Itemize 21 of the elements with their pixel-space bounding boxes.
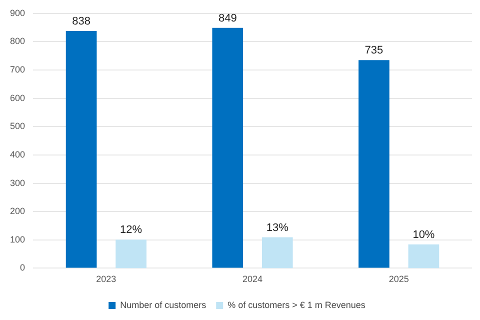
- data-label: 13%: [266, 222, 289, 234]
- x-tick-label: 2025: [388, 274, 409, 284]
- y-tick-label: 700: [10, 64, 26, 75]
- data-label: 849: [218, 12, 237, 24]
- y-tick-label: 300: [10, 178, 26, 188]
- y-tick-label: 800: [10, 36, 26, 46]
- y-tick-label: 500: [10, 121, 26, 132]
- y-tick-label: 900: [10, 8, 26, 18]
- data-label: 838: [72, 15, 90, 28]
- y-tick-label: 400: [10, 149, 26, 160]
- data-label: 10%: [412, 228, 435, 241]
- y-tick-label: 100: [10, 234, 26, 244]
- y-tick-label: 0: [20, 262, 26, 273]
- legend-label: % of customers > € 1 m Revenues: [228, 300, 366, 310]
- legend-label: Number of customers: [120, 300, 207, 310]
- data-label: 12%: [120, 224, 142, 236]
- y-tick-label: 600: [10, 92, 26, 103]
- data-label: 735: [364, 44, 384, 57]
- x-tick-label: 2024: [242, 274, 263, 284]
- x-tick-label: 2023: [96, 274, 116, 284]
- y-tick-label: 200: [10, 206, 26, 216]
